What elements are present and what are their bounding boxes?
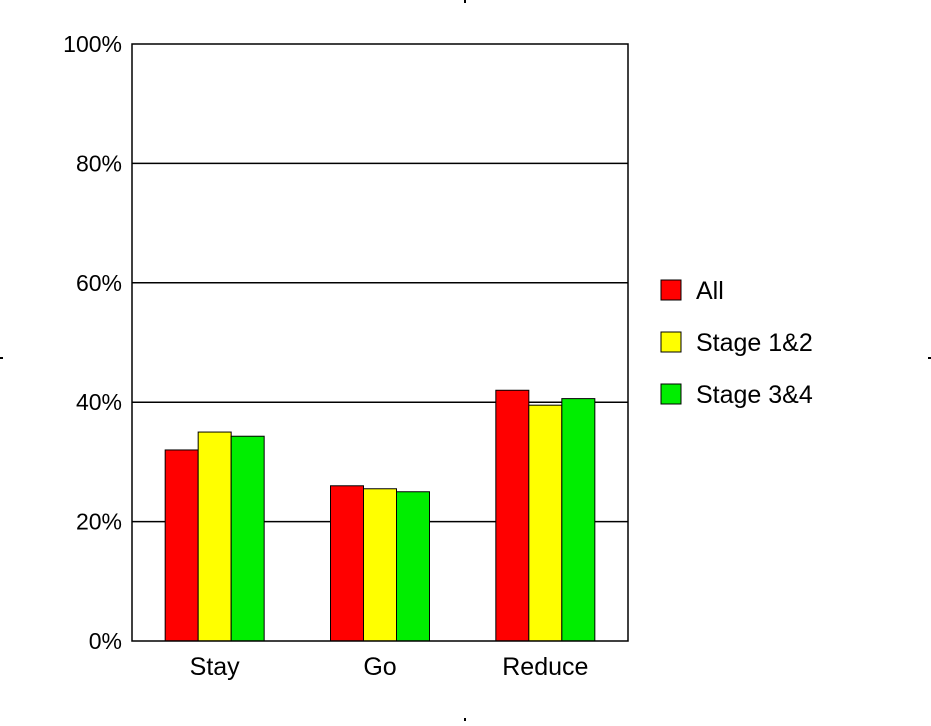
bar-stage-3-4-reduce bbox=[561, 398, 596, 642]
x-axis-category-labels: Stay Go Reduce bbox=[190, 653, 589, 681]
bar-stage-1-2-go bbox=[363, 488, 397, 642]
plot-area-frame bbox=[131, 43, 629, 642]
legend-swatch bbox=[660, 279, 682, 301]
x-category-label: Reduce bbox=[502, 653, 588, 681]
y-tick-label: 100% bbox=[63, 31, 122, 57]
legend-swatch bbox=[660, 383, 682, 405]
x-category-label: Stay bbox=[190, 653, 241, 681]
legend-label: Stage 1&2 bbox=[696, 329, 813, 357]
bar-stage-3-4-stay bbox=[230, 435, 265, 642]
y-tick-label: 60% bbox=[76, 270, 122, 296]
legend-label: Stage 3&4 bbox=[696, 381, 813, 409]
y-axis-tick-labels: 0% 20% 40% 60% 80% 100% bbox=[63, 31, 122, 654]
bar-stage-3-4-go bbox=[396, 491, 430, 642]
y-tick-label: 20% bbox=[76, 509, 122, 535]
y-tick-label: 0% bbox=[89, 628, 122, 654]
bar-all-go bbox=[330, 485, 364, 642]
bar-stage-1-2-reduce bbox=[528, 404, 563, 642]
bar-all-reduce bbox=[495, 389, 530, 642]
x-category-label: Go bbox=[363, 653, 396, 681]
legend-swatch bbox=[660, 331, 682, 353]
y-tick-label: 80% bbox=[76, 150, 122, 176]
legend-label: All bbox=[696, 277, 724, 305]
bar-stage-1-2-stay bbox=[197, 431, 232, 642]
bars bbox=[164, 389, 596, 642]
y-tick-label: 40% bbox=[76, 389, 122, 415]
bar-all-stay bbox=[164, 449, 199, 642]
legend: All Stage 1&2 Stage 3&4 bbox=[660, 277, 813, 409]
